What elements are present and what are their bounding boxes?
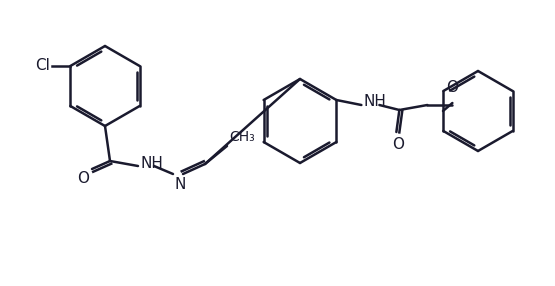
Text: O: O [77, 171, 89, 186]
Text: O: O [392, 137, 405, 152]
Text: CH₃: CH₃ [229, 130, 255, 144]
Text: NH: NH [364, 94, 386, 110]
Text: N: N [175, 177, 186, 192]
Text: Cl: Cl [36, 59, 51, 74]
Text: NH: NH [140, 156, 163, 170]
Text: O: O [446, 80, 458, 95]
